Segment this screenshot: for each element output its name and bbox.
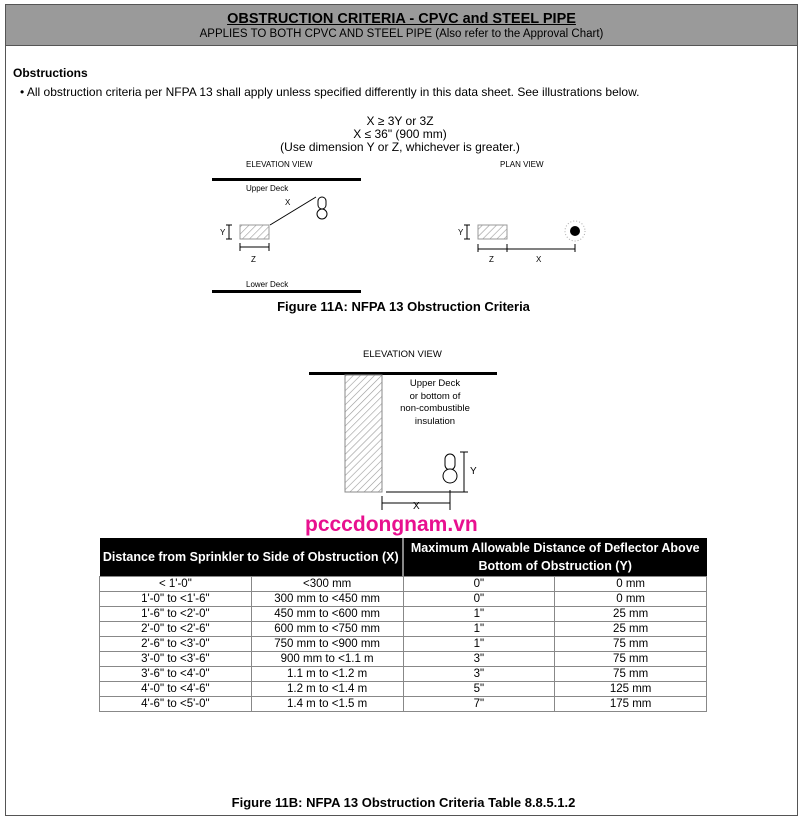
table-cell: 7" — [402, 696, 556, 712]
table-row: 4'-6" to <5'-0" 1.4 m to <1.5 m 7" 175 mm — [99, 696, 707, 712]
watermark: pcccdongnam.vn — [305, 513, 478, 536]
table-cell: 175 mm — [554, 696, 707, 712]
table-cell: 3'-0" to <3'-6" — [99, 651, 252, 667]
table-header-row: Distance from Sprinkler to Side of Obstr… — [99, 538, 707, 577]
label-y-b: Y — [470, 466, 477, 477]
figure-11b-caption: Figure 11B: NFPA 13 Obstruction Criteria… — [231, 795, 576, 810]
deck-line: or bottom of — [409, 390, 461, 402]
section-heading: Obstructions — [13, 66, 88, 80]
label-y-plan: Y — [458, 228, 464, 237]
table-cell: 2'-0" to <2'-6" — [99, 621, 252, 637]
label-x: X — [285, 198, 291, 207]
table-cell: 450 mm to <600 mm — [250, 606, 404, 622]
table-row: 2'-6" to <3'-0" 750 mm to <900 mm 1" 75 mm — [99, 636, 707, 652]
table-cell: 3" — [402, 666, 556, 682]
table-cell: 3" — [402, 651, 556, 667]
table-cell: 4'-0" to <4'-6" — [99, 681, 252, 697]
table-cell: 0" — [402, 576, 556, 592]
table-cell: 1.2 m to <1.4 m — [250, 681, 404, 697]
header-y: Maximum Allowable Distance of Deflector … — [403, 538, 707, 577]
figure-11b-elevation — [309, 372, 497, 510]
table-row: 1'-0" to <1'-6" 300 mm to <450 mm 0" 0 mm — [99, 591, 707, 607]
header-band: OBSTRUCTION CRITERIA - CPVC and STEEL PI… — [5, 4, 798, 46]
bullet-item: • All obstruction criteria per NFPA 13 s… — [20, 85, 640, 99]
table-cell: 1'-0" to <1'-6" — [99, 591, 252, 607]
table-cell: 600 mm to <750 mm — [250, 621, 404, 637]
formula-3: (Use dimension Y or Z, whichever is grea… — [280, 140, 520, 154]
bullet-text: All obstruction criteria per NFPA 13 sha… — [26, 85, 640, 99]
deck-line: insulation — [414, 415, 456, 427]
table-cell: 0 mm — [554, 591, 707, 607]
figure-11a-caption: Figure 11A: NFPA 13 Obstruction Criteria — [277, 299, 530, 314]
upper-deck-label: Upper Deck — [246, 184, 289, 193]
sprinkler-icon — [316, 196, 328, 220]
table-cell: 25 mm — [554, 606, 707, 622]
formula-2: X ≤ 36" (900 mm) — [353, 127, 447, 141]
table-cell: 2'-6" to <3'-0" — [99, 636, 252, 652]
label-z-plan: Z — [489, 255, 494, 264]
elevation-view-label-b: ELEVATION VIEW — [363, 349, 442, 360]
table-cell: 75 mm — [554, 636, 707, 652]
table-cell: 750 mm to <900 mm — [250, 636, 404, 652]
formula-1: X ≥ 3Y or 3Z — [366, 114, 434, 128]
obstruction-table: Distance from Sprinkler to Side of Obstr… — [99, 538, 707, 712]
table-cell: 0" — [402, 591, 556, 607]
page-subtitle: APPLIES TO BOTH CPVC AND STEEL PIPE (Als… — [199, 28, 604, 40]
table-row: 3'-6" to <4'-0" 1.1 m to <1.2 m 3" 75 mm — [99, 666, 707, 682]
table-cell: < 1'-0" — [99, 576, 252, 592]
deck-line: Upper Deck — [409, 378, 461, 389]
table-cell: 300 mm to <450 mm — [250, 591, 404, 607]
table-cell: 4'-6" to <5'-0" — [99, 696, 252, 712]
table-cell: 1.4 m to <1.5 m — [250, 696, 404, 712]
sprinkler-icon — [442, 453, 458, 484]
label-x-b: X — [413, 501, 420, 512]
page-title: OBSTRUCTION CRITERIA - CPVC and STEEL PI… — [227, 11, 576, 27]
table-cell: 75 mm — [554, 666, 707, 682]
formula-block: X ≥ 3Y or 3Z X ≤ 36" (900 mm) (Use dimen… — [230, 115, 570, 154]
table-row: 3'-0" to <3'-6" 900 mm to <1.1 m 3" 75 mm — [99, 651, 707, 667]
figure-11a-elevation — [212, 178, 361, 293]
table-cell: 0 mm — [554, 576, 707, 592]
table-cell: 25 mm — [554, 621, 707, 637]
header-x: Distance from Sprinkler to Side of Obstr… — [99, 538, 404, 577]
table-cell: 1'-6" to <2'-0" — [99, 606, 252, 622]
table-cell: 3'-6" to <4'-0" — [99, 666, 252, 682]
deck-description: Upper Deck or bottom of non-combustible … — [390, 378, 480, 428]
plan-view-label: PLAN VIEW — [500, 160, 544, 169]
table-cell: 1" — [402, 621, 556, 637]
table-cell: <300 mm — [250, 576, 404, 592]
table-cell: 75 mm — [554, 651, 707, 667]
table-row: 2'-0" to <2'-6" 600 mm to <750 mm 1" 25 mm — [99, 621, 707, 637]
table-row: 1'-6" to <2'-0" 450 mm to <600 mm 1" 25 mm — [99, 606, 707, 622]
table-row: < 1'-0" <300 mm 0" 0 mm — [99, 576, 707, 592]
label-z: Z — [251, 255, 256, 264]
table-cell: 1" — [402, 636, 556, 652]
label-x-plan: X — [536, 255, 542, 264]
elevation-view-label: ELEVATION VIEW — [246, 160, 313, 169]
table-cell: 1.1 m to <1.2 m — [250, 666, 404, 682]
sprinkler-plan-icon — [570, 226, 580, 236]
label-y: Y — [220, 228, 226, 237]
figure-11a-plan — [464, 220, 586, 252]
lower-deck-label: Lower Deck — [246, 280, 289, 289]
table-row: 4'-0" to <4'-6" 1.2 m to <1.4 m 5" 125 mm — [99, 681, 707, 697]
table-cell: 900 mm to <1.1 m — [250, 651, 404, 667]
table-cell: 1" — [402, 606, 556, 622]
table-cell: 125 mm — [554, 681, 707, 697]
deck-line: non-combustible — [400, 403, 470, 414]
table-cell: 5" — [402, 681, 556, 697]
